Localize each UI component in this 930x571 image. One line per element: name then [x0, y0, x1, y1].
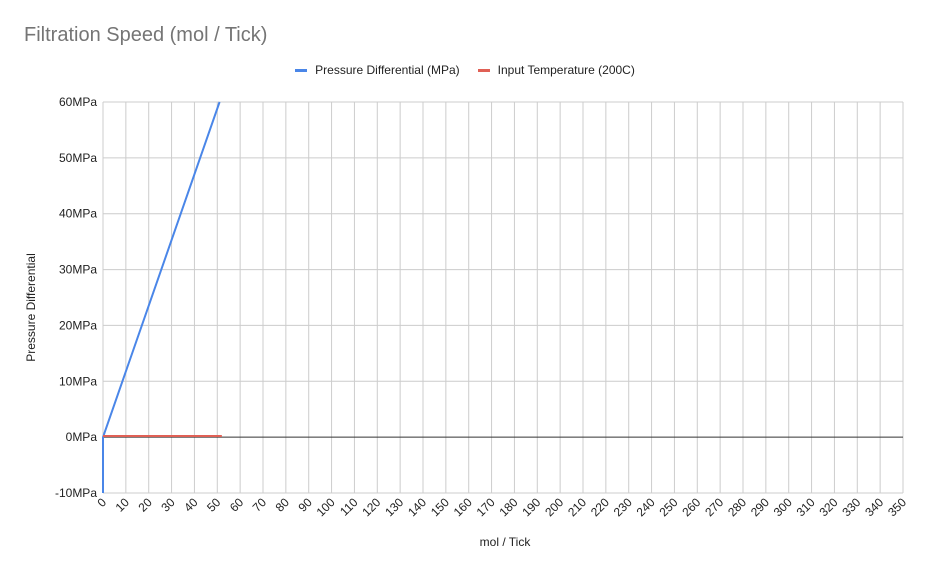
x-tick-label: 270 [702, 495, 726, 519]
x-tick-label: 280 [725, 495, 749, 519]
legend-label-temperature: Input Temperature (200C) [497, 63, 635, 77]
x-tick-label: 110 [337, 495, 361, 519]
y-tick-label: 50MPa [59, 151, 97, 165]
x-tick-label: 130 [382, 495, 406, 519]
y-tick-label: 40MPa [59, 207, 97, 221]
x-tick-label: 230 [611, 495, 635, 519]
x-tick-label: 330 [839, 495, 863, 519]
x-tick-label: 300 [771, 495, 795, 519]
y-tick-label: 0MPa [66, 430, 98, 444]
x-tick-label: 310 [794, 495, 818, 519]
x-tick-label: 170 [474, 495, 498, 519]
x-tick-label: 180 [496, 495, 520, 519]
x-tick-label: 250 [656, 495, 680, 519]
x-tick-label: 70 [250, 495, 270, 515]
x-tick-label: 60 [227, 495, 247, 515]
x-tick-label: 210 [565, 495, 589, 519]
x-tick-label: 80 [273, 495, 293, 515]
x-tick-label: 190 [519, 495, 543, 519]
x-tick-label: 240 [634, 495, 658, 519]
x-tick-label: 100 [314, 495, 338, 519]
x-tick-label: 220 [588, 495, 612, 519]
y-tick-label: 30MPa [59, 263, 97, 277]
legend-item-pressure[interactable]: Pressure Differential (MPa) [295, 63, 460, 77]
series-layer [102, 101, 222, 493]
x-tick-label: 140 [405, 495, 429, 519]
x-tick-label: 350 [885, 495, 909, 519]
legend: Pressure Differential (MPa) Input Temper… [0, 63, 930, 77]
x-tick-label: 160 [451, 495, 475, 519]
grid-lines [102, 101, 904, 494]
chart-title: Filtration Speed (mol / Tick) [24, 24, 268, 46]
x-tick-label: 200 [542, 495, 566, 519]
x-tick-label: 40 [181, 495, 201, 515]
x-axis-title: mol / Tick [480, 535, 532, 549]
y-tick-label: 10MPa [59, 374, 97, 388]
x-tick-label: 30 [158, 495, 178, 515]
legend-swatch-temperature [477, 68, 490, 72]
legend-item-temperature[interactable]: Input Temperature (200C) [477, 63, 635, 77]
series-line-pressure [102, 101, 221, 493]
x-tick-label: 340 [862, 495, 886, 519]
x-tick-label: 20 [135, 495, 155, 515]
y-tick-label: -10MPa [55, 486, 97, 500]
legend-label-pressure: Pressure Differential (MPa) [315, 63, 460, 77]
x-tick-label: 320 [816, 495, 840, 519]
y-tick-label: 60MPa [59, 95, 97, 109]
y-axis-title: Pressure Differential [24, 253, 38, 362]
x-tick-label: 120 [359, 495, 383, 519]
legend-swatch-pressure [295, 68, 308, 72]
x-tick-label: 50 [204, 495, 224, 515]
x-tick-label: 260 [679, 495, 703, 519]
x-tick-label: 290 [748, 495, 772, 519]
x-tick-label: 150 [428, 495, 452, 519]
x-tick-label: 10 [113, 495, 133, 515]
x-tick-label: 90 [295, 495, 315, 515]
y-tick-label: 20MPa [59, 318, 97, 332]
